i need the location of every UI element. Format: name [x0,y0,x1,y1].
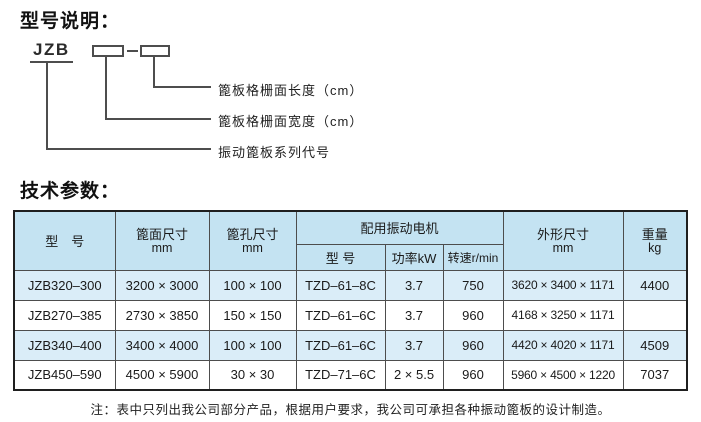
cell-speed: 960 [442,329,504,361]
cell-overall: 3620 × 3400 × 1171 [502,269,624,301]
cell-model: JZB270–385 [13,299,116,331]
col-header-weight: 重量 kg [622,210,688,271]
cell-surface: 2730 × 3850 [114,299,210,331]
footnote: 注：表中只列出我公司部分产品，根据用户要求，我公司可承担各种振动篦板的设计制造。 [90,403,611,417]
cell-power: 3.7 [384,299,444,331]
cell-overall: 5960 × 4500 × 1220 [502,359,624,391]
col-header-motor-group: 配用振动电机 [295,210,504,245]
cell-overall: 4420 × 4020 × 1171 [502,329,624,361]
series-code-text: JZB [30,40,73,63]
col-header-weight-label: 重量 [641,226,668,242]
width-code-box [92,45,124,57]
grid-width-label: 篦板格栅面宽度（cm） [218,114,364,129]
leader-line [105,57,107,120]
col-header-surface-size-label: 篦面尺寸 [135,226,188,242]
cell-power: 3.7 [384,269,444,301]
leader-line [46,61,48,150]
col-header-surface-size: 篦面尺寸 mm [114,210,210,271]
table-row: JZB270–385 2730 × 3850 150 × 150 TZD–61–… [13,299,688,331]
cell-model: JZB450–590 [13,359,116,391]
cell-power: 3.7 [384,329,444,361]
cell-speed: 750 [442,269,504,301]
cell-weight: 4400 [622,269,688,301]
col-header-hole-size-label: 篦孔尺寸 [226,226,279,242]
cell-hole: 100 × 100 [208,329,297,361]
col-header-hole-size-unit: mm [242,240,263,255]
cell-speed: 960 [442,299,504,331]
grid-length-label: 篦板格栅面长度（cm） [218,83,364,98]
table-row: JZB450–590 4500 × 5900 30 × 30 TZD–71–6C… [13,359,688,391]
col-header-hole-size: 篦孔尺寸 mm [208,210,297,271]
col-header-overall-size-label: 外形尺寸 [537,226,590,242]
model-explanation-title: 型号说明： [20,11,121,32]
cell-weight [622,299,688,331]
cell-motor: TZD–61–8C [295,269,386,301]
cell-weight: 4509 [622,329,688,361]
cell-motor: TZD–71–6C [295,359,386,391]
cell-overall: 4168 × 3250 × 1171 [502,299,624,331]
cell-model: JZB340–400 [13,329,116,361]
code-dash [127,50,138,52]
length-code-box [140,45,170,57]
cell-hole: 150 × 150 [208,299,297,331]
cell-motor: TZD–61–6C [295,329,386,361]
leader-line [46,148,211,150]
cell-surface: 3400 × 4000 [114,329,210,361]
technical-parameters-title: 技术参数： [20,181,121,202]
spec-table: 型 号 篦面尺寸 mm 篦孔尺寸 mm 配用振动电机 外形尺寸 mm 重量 kg [13,210,689,391]
col-header-overall-size: 外形尺寸 mm [502,210,624,271]
leader-line [153,86,211,88]
table-row: JZB340–400 3400 × 4000 100 × 100 TZD–61–… [13,329,688,361]
col-header-model: 型 号 [13,210,116,271]
cell-surface: 4500 × 5900 [114,359,210,391]
col-header-surface-size-unit: mm [151,240,173,255]
table-row: JZB320–300 3200 × 3000 100 × 100 TZD–61–… [13,269,688,301]
col-header-overall-size-unit: mm [552,240,574,255]
cell-weight: 7037 [622,359,688,391]
cell-hole: 100 × 100 [208,269,297,301]
col-header-motor-model: 型 号 [295,243,386,271]
cell-power: 2 × 5.5 [384,359,444,391]
col-header-motor-speed: 转速r/min [442,243,504,271]
col-header-motor-power: 功率kW [384,243,444,271]
series-code-label: 振动篦板系列代号 [218,145,331,160]
cell-motor: TZD–61–6C [295,299,386,331]
cell-model: JZB320–300 [13,269,116,301]
leader-line [153,57,155,88]
cell-speed: 960 [442,359,504,391]
leader-line [105,118,211,120]
cell-hole: 30 × 30 [208,359,297,391]
col-header-weight-unit: kg [648,240,662,255]
cell-surface: 3200 × 3000 [114,269,210,301]
